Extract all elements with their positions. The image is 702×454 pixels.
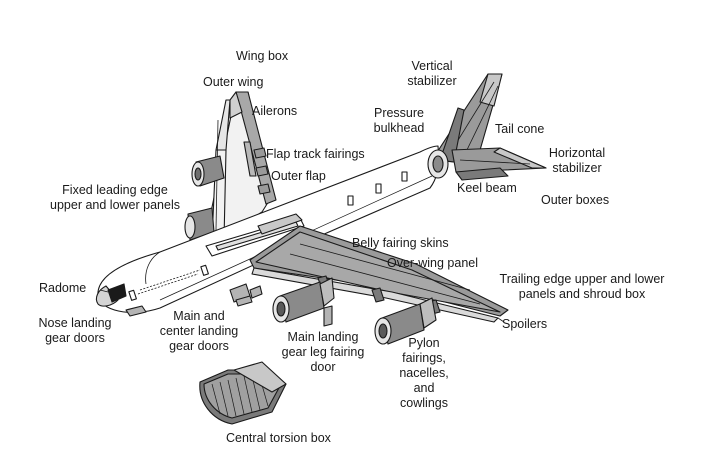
label-horizontal-stabilizer-line1: Horizontal [548,146,606,160]
label-main-center-gear-doors-line2: center landing [159,324,239,338]
label-ailerons: Ailerons [252,104,298,118]
label-outer-boxes: Outer boxes [541,193,610,207]
label-keel-beam: Keel beam [457,181,517,195]
label-pressure-bulkhead: Pressure bulkhead [364,106,434,136]
label-pylon-line4: and [413,381,435,395]
label-pressure-bulkhead-line2: bulkhead [373,121,425,135]
radome-shape [95,283,127,307]
label-horizontal-stabilizer-line2: stabilizer [552,161,602,175]
label-belly-fairing-skins: Belly fairing skins [352,236,449,250]
label-nose-landing-gear-doors-line2: gear doors [45,331,105,345]
label-nose-landing-gear-doors-line1: Nose landing [38,316,112,330]
detached-gear-doors [125,283,333,327]
label-trailing-edge: Trailing edge upper and lower panels and… [484,272,680,302]
label-main-gear-leg-fairing-line1: Main landing [287,330,359,344]
fuselage-doors [128,171,408,301]
label-outer-wing: Outer wing [203,75,264,89]
label-nose-landing-gear-doors: Nose landing gear doors [26,316,124,346]
label-main-gear-leg-fairing-door: Main landing gear leg fairing door [268,330,378,375]
label-fixed-leading-edge-line2: upper and lower panels [50,198,180,212]
over-wing-panel-shape [205,213,305,257]
label-pylon-line5: cowlings [400,396,448,410]
label-trailing-edge-line2: panels and shroud box [518,287,646,301]
label-horizontal-stabilizer: Horizontal stabilizer [534,146,620,176]
label-pressure-bulkhead-line1: Pressure [373,106,425,120]
label-main-gear-leg-fairing-line3: door [310,360,336,374]
label-tail-cone: Tail cone [495,122,545,136]
label-fixed-leading-edge-line1: Fixed leading edge [62,183,168,197]
label-main-gear-leg-fairing-line2: gear leg fairing [281,345,365,359]
label-pylon-line1: Pylon [408,336,440,350]
far-flap-track-fairings [253,147,271,195]
label-vertical-stabilizer-line1: Vertical [411,59,453,73]
label-wing-box: Wing box [236,49,289,63]
label-trailing-edge-line1: Trailing edge upper and lower [499,272,665,286]
label-main-center-gear-doors-line1: Main and [173,309,225,323]
central-torsion-box-shape [199,361,287,425]
label-main-center-gear-doors-line3: gear doors [169,339,229,353]
label-spoilers: Spoilers [502,317,548,331]
label-radome: Radome [39,281,87,295]
label-pylon-line2: fairings, [402,351,446,365]
label-main-center-gear-doors: Main and center landing gear doors [144,309,254,354]
far-engines [184,155,225,241]
label-vertical-stabilizer: Vertical stabilizer [392,59,472,89]
label-over-wing-panel: Over-wing panel [387,256,479,270]
near-engines [272,277,437,345]
tail-section [427,147,547,181]
label-central-torsion-box: Central torsion box [226,431,331,445]
label-fixed-leading-edge: Fixed leading edge upper and lower panel… [40,183,190,213]
label-outer-flap: Outer flap [271,169,326,183]
window-strip [137,269,201,295]
label-vertical-stabilizer-line2: stabilizer [407,74,457,88]
label-flap-track-fairings: Flap track fairings [266,147,365,161]
label-pylon-fairings: Pylon fairings, nacelles, and cowlings [384,336,464,411]
label-pylon-line3: nacelles, [399,366,449,380]
leader-ticks [99,289,505,323]
